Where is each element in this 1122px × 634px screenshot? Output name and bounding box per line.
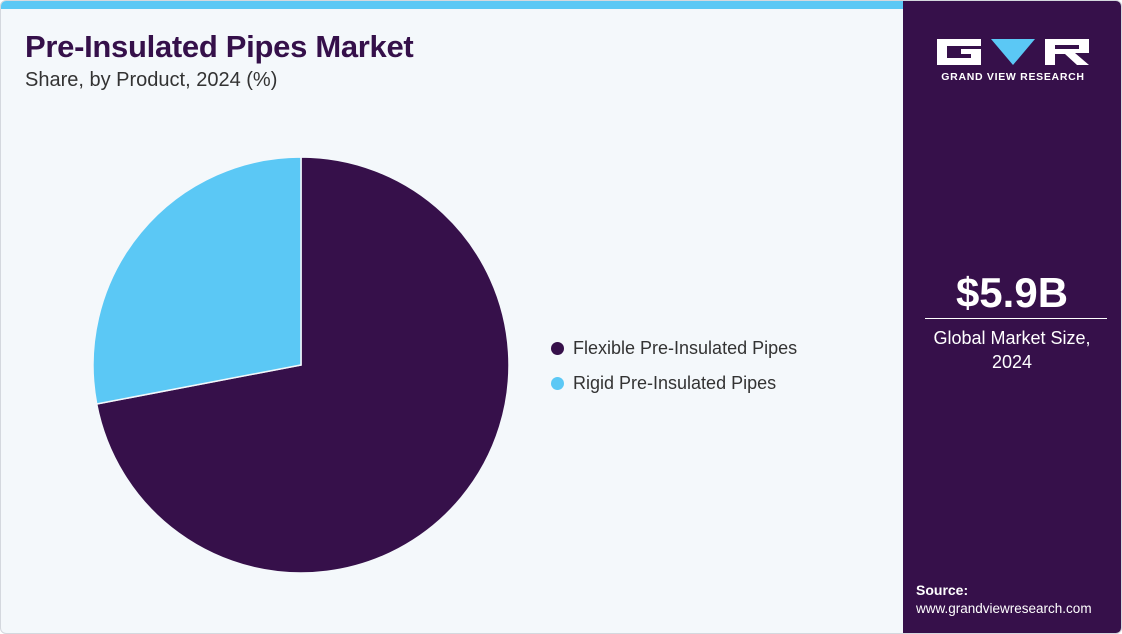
logo-text: GRAND VIEW RESEARCH xyxy=(941,71,1085,83)
legend-item-1: Rigid Pre-Insulated Pipes xyxy=(551,370,797,396)
source-url[interactable]: www.grandviewresearch.com xyxy=(916,601,1092,616)
gvr-logo-icon xyxy=(937,39,1089,65)
chart-panel: Pre-Insulated Pipes Market Share, by Pro… xyxy=(1,1,903,633)
legend-swatch xyxy=(551,341,564,355)
chart-subtitle: Share, by Product, 2024 (%) xyxy=(25,69,278,91)
gvr-logo: GRAND VIEW RESEARCH xyxy=(935,37,1091,85)
sidebar-panel: GRAND VIEW RESEARCH $5.9B Global Market … xyxy=(903,1,1121,633)
pie-slice-0 xyxy=(95,156,510,574)
legend-swatch xyxy=(551,376,564,390)
legend-label: Flexible Pre-Insulated Pipes xyxy=(573,337,798,358)
pie-chart xyxy=(92,156,510,574)
legend-label: Rigid Pre-Insulated Pipes xyxy=(573,372,777,393)
legend-item-0: Flexible Pre-Insulated Pipes xyxy=(551,335,797,361)
market-size-label-line2: 2024 xyxy=(991,352,1033,372)
market-size-value: $5.9B xyxy=(955,269,1069,316)
chart-legend: Flexible Pre-Insulated Pipes Rigid Pre-In… xyxy=(551,335,797,405)
stat-divider xyxy=(925,318,1107,319)
market-size-label: Global Market Size, 2024 xyxy=(903,326,1121,374)
chart-title: Pre-Insulated Pipes Market xyxy=(25,29,414,64)
source-label: Source: xyxy=(916,582,969,598)
pie-slice-1 xyxy=(92,156,302,405)
accent-bar xyxy=(1,1,903,9)
market-size-label-line1: Global Market Size, xyxy=(933,328,1091,348)
